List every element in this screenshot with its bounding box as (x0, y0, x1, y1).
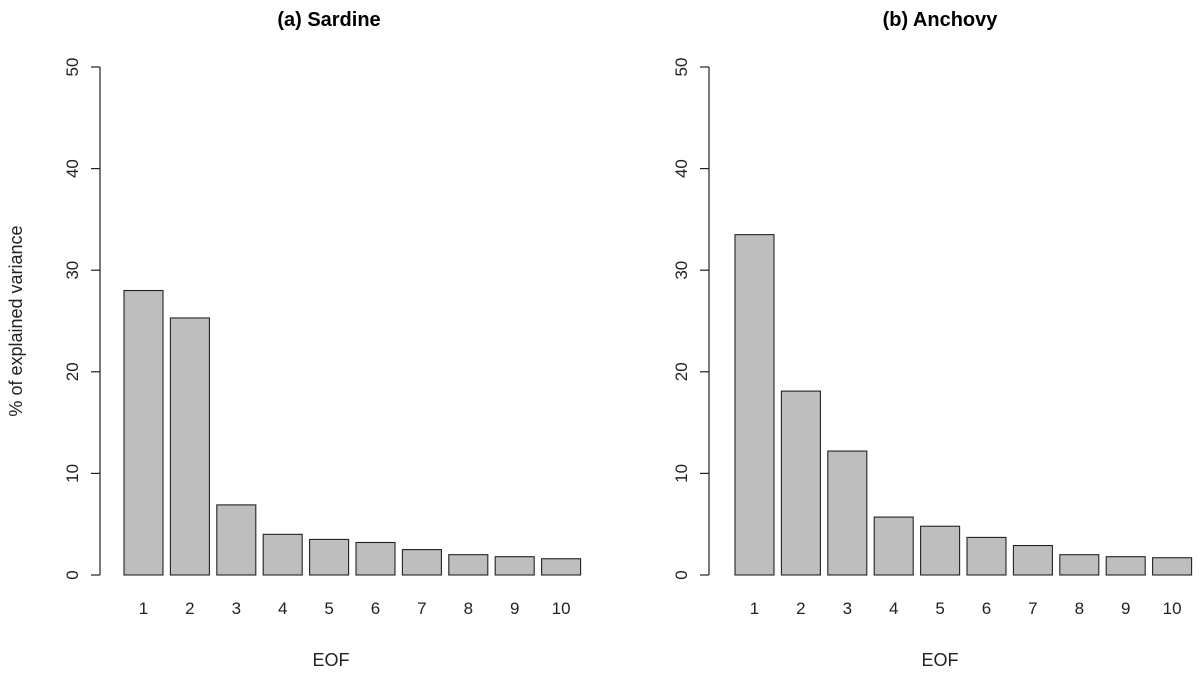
panel-anchovy: (b) Anchovy EOF 0 10 20 30 40 50 1 2 3 4 5 6 7 8 9 10 (672, 9, 1193, 670)
chart-title: (a) Sardine (277, 9, 380, 31)
x-tick-label: 10 (552, 599, 571, 618)
x-tick-labels: 1 2 3 4 5 6 7 8 9 10 (750, 599, 1182, 618)
y-tick-label: 40 (672, 159, 691, 178)
bar (966, 536, 1007, 576)
y-tick-label: 0 (672, 570, 691, 579)
bar (169, 317, 210, 576)
bars (123, 289, 582, 576)
y-tick-label: 0 (63, 570, 82, 579)
x-tick-label: 9 (510, 599, 519, 618)
y-tick-label: 20 (63, 362, 82, 381)
x-tick-label: 2 (796, 599, 805, 618)
y-tick-label: 10 (672, 464, 691, 483)
y-tick-label: 50 (63, 58, 82, 77)
x-tick-label: 7 (1028, 599, 1037, 618)
bar (216, 504, 257, 576)
y-tick-label: 20 (672, 362, 691, 381)
bars (734, 234, 1193, 576)
x-tick-label: 6 (982, 599, 991, 618)
bar (355, 541, 396, 576)
x-tick-label: 9 (1121, 599, 1130, 618)
x-tick-label: 6 (371, 599, 380, 618)
x-tick-label: 10 (1163, 599, 1182, 618)
y-tick-label: 30 (672, 261, 691, 280)
bar (920, 525, 961, 576)
bar (1059, 554, 1100, 576)
bar (780, 390, 821, 576)
bar (401, 549, 442, 576)
x-tick-label: 5 (935, 599, 944, 618)
y-ticks: 0 10 20 30 40 50 (672, 58, 709, 580)
x-tick-label: 7 (417, 599, 426, 618)
bar (448, 554, 489, 576)
bar (827, 450, 868, 576)
y-axis-title: % of explained variance (6, 225, 26, 416)
bar (541, 558, 582, 576)
x-axis-title: EOF (312, 650, 349, 670)
bar (123, 289, 164, 576)
x-tick-label: 1 (139, 599, 148, 618)
panel-sardine: (a) Sardine % of explained variance EOF … (6, 9, 582, 670)
bar (1152, 557, 1193, 576)
y-tick-label: 10 (63, 464, 82, 483)
x-tick-label: 2 (185, 599, 194, 618)
x-tick-label: 8 (464, 599, 473, 618)
x-tick-label: 4 (278, 599, 287, 618)
x-tick-label: 3 (232, 599, 241, 618)
bar (1105, 556, 1146, 576)
x-axis-title: EOF (921, 650, 958, 670)
y-ticks: 0 10 20 30 40 50 (63, 58, 100, 580)
x-tick-label: 4 (889, 599, 898, 618)
bar (1012, 544, 1053, 576)
bar (873, 516, 914, 576)
bar (494, 556, 535, 576)
y-tick-label: 30 (63, 261, 82, 280)
bar (309, 538, 350, 576)
x-tick-label: 8 (1075, 599, 1084, 618)
x-tick-labels: 1 2 3 4 5 6 7 8 9 10 (139, 599, 571, 618)
bar (262, 533, 303, 576)
y-tick-label: 40 (63, 159, 82, 178)
x-tick-label: 5 (324, 599, 333, 618)
x-tick-label: 3 (843, 599, 852, 618)
y-tick-label: 50 (672, 58, 691, 77)
x-tick-label: 1 (750, 599, 759, 618)
bar (734, 234, 775, 576)
chart-title: (b) Anchovy (883, 9, 999, 31)
